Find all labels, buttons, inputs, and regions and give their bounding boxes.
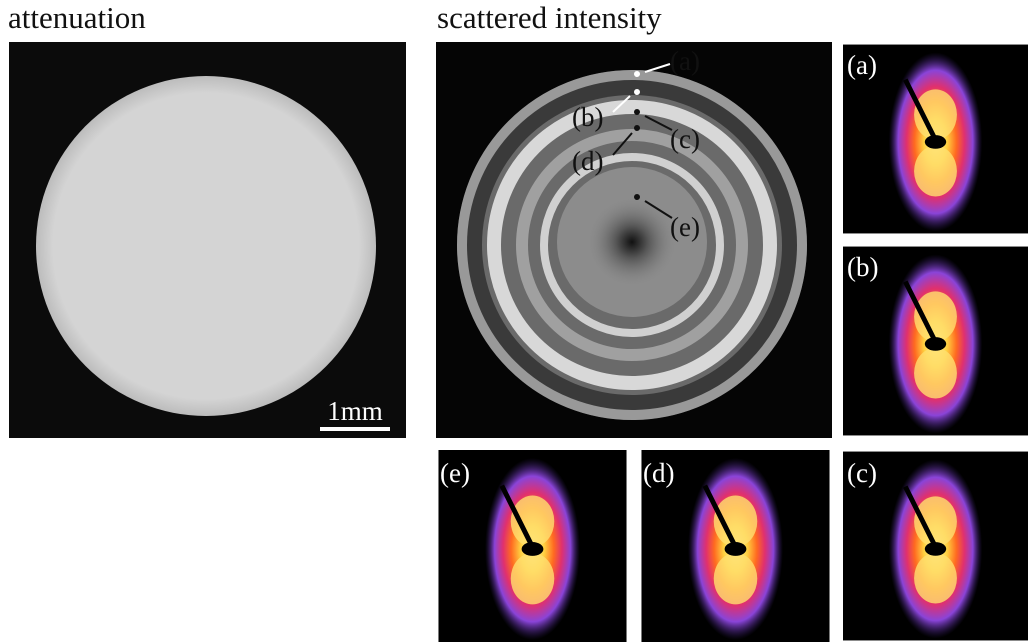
panel-label: (a) <box>847 50 877 80</box>
scatter-map: (a) (b) (c) (d) (e) <box>436 42 832 438</box>
point-label: (c) <box>670 124 700 154</box>
pattern-panel: (e) <box>438 450 626 642</box>
point-label: (e) <box>670 212 700 242</box>
left-title: attenuation <box>8 0 146 35</box>
panel-label: (c) <box>847 458 877 488</box>
panel-label: (d) <box>643 458 674 488</box>
point-label: (d) <box>572 146 603 176</box>
point-label: (b) <box>572 102 603 132</box>
panel-label: (b) <box>847 252 878 282</box>
right-title: scattered intensity <box>437 0 662 35</box>
pattern-panel: (d) <box>641 450 829 642</box>
figure: attenuation scattered intensity 1mm (a) … <box>0 0 1028 642</box>
point-label: (a) <box>670 46 700 76</box>
pattern-panel: (a) <box>843 45 1028 234</box>
pattern-panel: (c) <box>843 452 1028 641</box>
scale-bar-label: 1mm <box>327 396 383 426</box>
panel-label: (e) <box>440 458 470 488</box>
attenuation-image: 1mm <box>9 42 406 438</box>
pattern-panel: (b) <box>843 247 1028 436</box>
